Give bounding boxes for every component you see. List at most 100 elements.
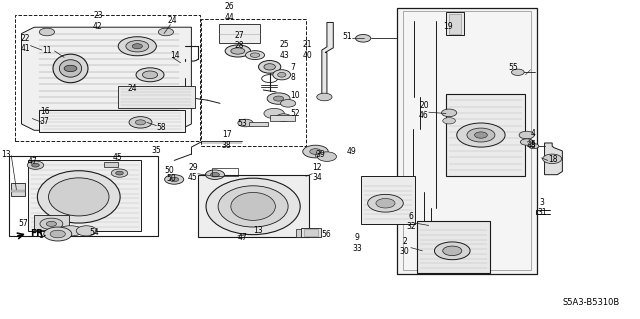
Ellipse shape bbox=[250, 53, 260, 57]
Circle shape bbox=[136, 68, 164, 82]
Circle shape bbox=[46, 221, 56, 226]
Text: 14: 14 bbox=[170, 51, 180, 60]
Circle shape bbox=[467, 128, 495, 142]
Text: 45: 45 bbox=[113, 153, 123, 162]
Polygon shape bbox=[322, 22, 333, 99]
Circle shape bbox=[303, 145, 328, 158]
Text: 24: 24 bbox=[128, 84, 138, 93]
Bar bbox=[28, 160, 141, 231]
Text: S5A3-B5310B: S5A3-B5310B bbox=[563, 298, 620, 307]
Circle shape bbox=[519, 131, 534, 139]
Circle shape bbox=[520, 139, 533, 145]
Circle shape bbox=[273, 96, 284, 101]
Circle shape bbox=[111, 169, 128, 177]
Text: 6
32: 6 32 bbox=[406, 211, 416, 231]
Bar bbox=[362, 176, 415, 224]
Bar bbox=[446, 94, 525, 176]
Text: 39: 39 bbox=[316, 150, 325, 159]
Text: 51: 51 bbox=[343, 32, 353, 41]
Circle shape bbox=[118, 37, 156, 56]
Bar bbox=[12, 182, 26, 196]
Text: 48: 48 bbox=[527, 141, 536, 150]
Text: 56: 56 bbox=[322, 229, 332, 239]
Circle shape bbox=[543, 154, 562, 164]
Circle shape bbox=[142, 71, 157, 78]
Circle shape bbox=[276, 114, 291, 122]
Bar bbox=[34, 215, 69, 230]
Circle shape bbox=[205, 170, 225, 180]
Text: 27
28: 27 28 bbox=[235, 31, 244, 50]
Text: FR.: FR. bbox=[30, 229, 47, 238]
Text: 9
33: 9 33 bbox=[353, 233, 362, 253]
Text: 13: 13 bbox=[253, 226, 263, 235]
Circle shape bbox=[39, 28, 54, 36]
Bar bbox=[201, 19, 306, 146]
Text: 7
8: 7 8 bbox=[290, 63, 295, 82]
Circle shape bbox=[64, 65, 77, 71]
Text: 53: 53 bbox=[238, 119, 248, 129]
Circle shape bbox=[356, 34, 371, 42]
Circle shape bbox=[211, 173, 220, 177]
Text: 25
43: 25 43 bbox=[279, 40, 289, 60]
Circle shape bbox=[158, 28, 173, 36]
Text: 26
44: 26 44 bbox=[225, 2, 234, 22]
Ellipse shape bbox=[225, 45, 251, 57]
Circle shape bbox=[457, 123, 505, 147]
Text: 58: 58 bbox=[156, 122, 166, 132]
Circle shape bbox=[116, 171, 124, 175]
Bar bbox=[269, 115, 295, 121]
Circle shape bbox=[50, 230, 65, 238]
Circle shape bbox=[443, 118, 456, 124]
Text: 35: 35 bbox=[151, 146, 161, 155]
Circle shape bbox=[44, 227, 72, 241]
Text: 29
45: 29 45 bbox=[188, 163, 198, 182]
Text: 13: 13 bbox=[2, 150, 12, 159]
Text: 49: 49 bbox=[347, 147, 357, 156]
Text: 54: 54 bbox=[89, 228, 99, 237]
Ellipse shape bbox=[231, 48, 245, 54]
Ellipse shape bbox=[37, 171, 120, 223]
Bar bbox=[12, 189, 26, 192]
Text: 47: 47 bbox=[28, 157, 38, 166]
Bar bbox=[397, 8, 537, 274]
Bar bbox=[446, 12, 464, 35]
Text: 10: 10 bbox=[290, 91, 300, 100]
Text: 3
31: 3 31 bbox=[537, 198, 547, 217]
Text: 55: 55 bbox=[508, 63, 518, 72]
Text: 2
30: 2 30 bbox=[400, 237, 410, 256]
Ellipse shape bbox=[218, 186, 288, 227]
Text: 22
41: 22 41 bbox=[20, 34, 30, 53]
Ellipse shape bbox=[231, 192, 275, 220]
Text: 17
38: 17 38 bbox=[222, 130, 232, 150]
Ellipse shape bbox=[206, 178, 300, 235]
Text: 52: 52 bbox=[290, 109, 300, 118]
Circle shape bbox=[264, 108, 284, 119]
Text: 50: 50 bbox=[164, 166, 174, 175]
Ellipse shape bbox=[49, 178, 109, 216]
Ellipse shape bbox=[259, 61, 281, 73]
Ellipse shape bbox=[273, 70, 291, 80]
Text: 23
42: 23 42 bbox=[93, 11, 102, 31]
Bar bbox=[104, 162, 118, 167]
Bar bbox=[249, 122, 268, 126]
Bar bbox=[118, 86, 195, 108]
Circle shape bbox=[238, 119, 253, 127]
Text: 24: 24 bbox=[168, 16, 177, 26]
Circle shape bbox=[442, 109, 457, 117]
Circle shape bbox=[164, 175, 184, 184]
Circle shape bbox=[280, 100, 296, 107]
Bar bbox=[301, 228, 321, 237]
Circle shape bbox=[126, 41, 148, 52]
Text: 4
5: 4 5 bbox=[531, 129, 536, 149]
Text: 19: 19 bbox=[443, 22, 452, 31]
Text: 21
40: 21 40 bbox=[303, 40, 312, 60]
Circle shape bbox=[443, 246, 462, 256]
Circle shape bbox=[367, 194, 403, 212]
Circle shape bbox=[40, 218, 63, 230]
Bar bbox=[219, 24, 260, 43]
Bar bbox=[38, 110, 185, 132]
Text: 12
34: 12 34 bbox=[312, 163, 322, 182]
Polygon shape bbox=[545, 143, 563, 175]
Bar bbox=[15, 15, 200, 141]
Bar bbox=[304, 229, 318, 236]
